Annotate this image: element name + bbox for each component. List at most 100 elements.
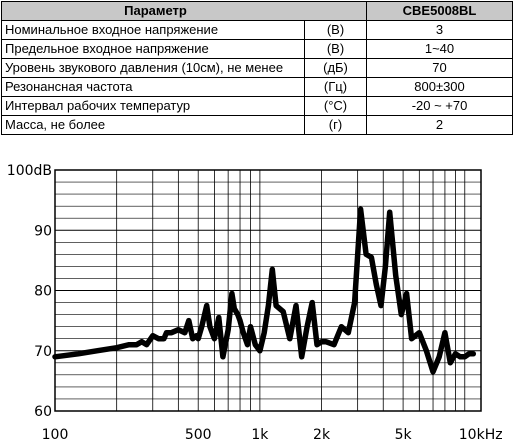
- data-point: [353, 301, 357, 305]
- data-point: [399, 313, 403, 317]
- data-point: [241, 331, 245, 335]
- data-point: [374, 283, 378, 286]
- data-point: [315, 343, 319, 347]
- x-tick-label: 100: [42, 427, 69, 443]
- param-name: Уровень звукового давления (10см), не ме…: [1, 58, 305, 78]
- table-row: Предельное входное напряжение (В) 1~40: [1, 39, 514, 59]
- data-point: [424, 349, 428, 353]
- data-point: [405, 292, 409, 295]
- data-point: [191, 337, 195, 341]
- data-point: [157, 337, 160, 341]
- data-point: [288, 337, 292, 341]
- y-tick-label: 90: [34, 223, 52, 239]
- param-name: Предельное входное напряжение: [1, 39, 305, 59]
- data-point: [417, 331, 421, 335]
- data-point: [383, 264, 387, 268]
- data-point: [169, 331, 173, 335]
- data-point: [151, 334, 155, 338]
- data-point: [369, 255, 373, 259]
- data-point: [443, 331, 447, 335]
- data-point: [379, 304, 383, 308]
- data-point: [346, 331, 350, 335]
- param-value: 2: [366, 115, 514, 135]
- y-tick-label: 80: [34, 284, 52, 300]
- data-point: [463, 355, 467, 359]
- x-tick-label: 2k: [313, 427, 331, 443]
- data-point: [165, 331, 168, 335]
- x-tick-label: 10kHz: [459, 427, 503, 443]
- y-tick-label: 60: [34, 404, 52, 420]
- data-point: [183, 331, 187, 335]
- y-tick-label: 100dB: [7, 163, 52, 179]
- data-point: [140, 340, 144, 344]
- data-point: [176, 328, 180, 332]
- param-value: 1~40: [366, 39, 514, 59]
- param-unit: (г): [303, 115, 368, 135]
- param-unit: (°C): [303, 96, 368, 116]
- param-value: 3: [366, 20, 514, 40]
- param-name: Номинальное входное напряжение: [1, 20, 305, 40]
- chart-tick-labels: 100dB 90 80 70 60 100 500 1k 2k 5k 10kHz: [7, 163, 503, 443]
- data-point: [253, 343, 257, 347]
- param-value: 800±300: [366, 77, 514, 97]
- data-point: [53, 355, 57, 359]
- data-point: [212, 337, 216, 341]
- param-unit: (дБ): [303, 58, 368, 78]
- data-point: [410, 337, 414, 341]
- data-point: [437, 355, 441, 359]
- param-name: Резонансная частота: [1, 77, 305, 97]
- data-point: [448, 361, 452, 365]
- param-unit: (В): [303, 20, 368, 40]
- frequency-response-chart: 100dB 90 80 70 60 100 500 1k 2k 5k 10kHz: [7, 163, 503, 443]
- param-name: Интервал рабочих температур: [1, 96, 305, 116]
- data-point: [162, 337, 166, 341]
- data-point: [246, 343, 249, 347]
- data-point: [305, 325, 309, 329]
- data-point: [458, 355, 462, 359]
- data-point: [221, 355, 225, 359]
- data-point: [471, 352, 475, 356]
- data-point: [238, 319, 242, 323]
- header-parameter: Параметр: [0, 1, 368, 21]
- data-point: [232, 307, 236, 311]
- data-point: [194, 334, 198, 338]
- data-point: [236, 313, 240, 317]
- data-point: [135, 343, 138, 347]
- param-value: -20 ~ +70: [366, 96, 514, 116]
- x-tick-label: 500: [185, 427, 212, 443]
- data-point: [205, 304, 209, 308]
- data-point: [294, 304, 298, 308]
- chart-grid: [54, 169, 482, 412]
- x-tick-label: 5k: [395, 427, 413, 443]
- data-point: [270, 267, 274, 271]
- data-point: [127, 343, 131, 347]
- data-point: [145, 343, 149, 347]
- data-point: [332, 343, 336, 347]
- spec-table: Параметр CBE5008BL Номинальное входное н…: [0, 1, 514, 135]
- param-unit: (Гц): [303, 77, 368, 97]
- data-point: [258, 349, 262, 353]
- data-point: [76, 352, 80, 356]
- data-point: [281, 310, 285, 314]
- data-point: [431, 370, 435, 374]
- data-point: [115, 346, 119, 350]
- data-point: [364, 252, 368, 256]
- table-row: Резонансная частота (Гц) 800±300: [1, 77, 514, 97]
- data-point: [310, 301, 314, 305]
- data-point: [95, 349, 99, 353]
- data-point: [324, 340, 328, 344]
- table-row: Интервал рабочих температур (°C) -20 ~ +…: [1, 96, 514, 116]
- data-point: [200, 325, 204, 329]
- data-point: [262, 331, 266, 335]
- header-model: CBE5008BL: [366, 1, 514, 21]
- data-point: [266, 304, 270, 308]
- data-point: [453, 352, 457, 356]
- data-point: [217, 316, 221, 320]
- param-name: Масса, не более: [1, 115, 305, 135]
- data-point: [359, 207, 363, 211]
- spec-table-header: Параметр CBE5008BL: [0, 1, 514, 21]
- data-point: [339, 325, 343, 329]
- table-row: Уровень звукового давления (10см), не ме…: [1, 58, 514, 78]
- param-value: 70: [366, 58, 514, 78]
- data-point: [394, 273, 398, 277]
